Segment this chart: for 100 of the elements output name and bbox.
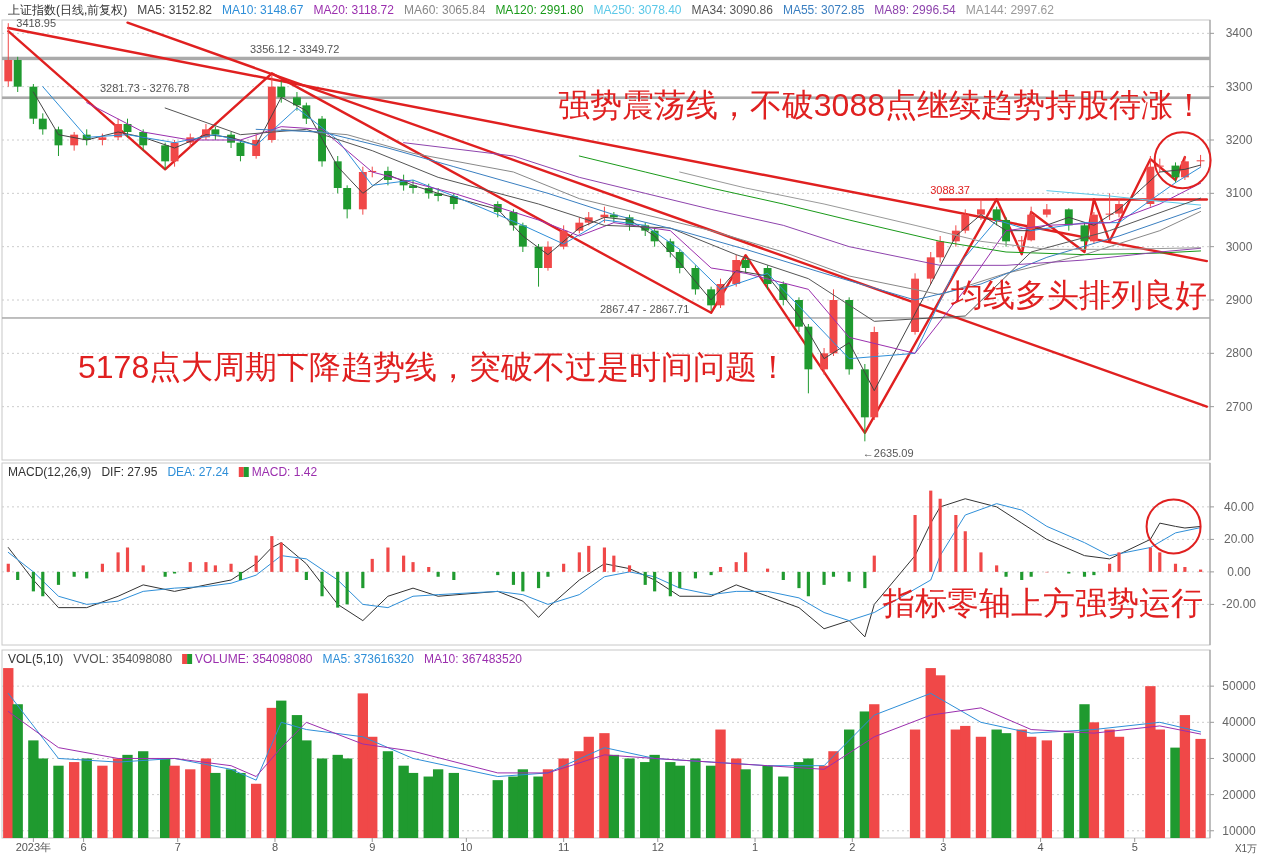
bar	[6, 563, 10, 572]
chart-title: VOL(5,10)	[8, 652, 64, 666]
y-tick-label: 30000	[1222, 751, 1257, 766]
text: MA144: 2997.62	[965, 3, 1055, 17]
text: DIF: 27.95	[101, 465, 158, 479]
line-series	[403, 142, 1202, 266]
band-label: 2867.47 - 2867.71	[600, 303, 690, 316]
bar	[1183, 567, 1187, 572]
bar	[1117, 552, 1121, 572]
bar	[847, 571, 851, 582]
y-tick-label: 40.00	[1223, 499, 1255, 514]
chart-title: MACD(12,26,9)	[8, 465, 92, 479]
bar	[496, 571, 500, 576]
y-tick-label: 2700	[1225, 399, 1253, 414]
bar	[436, 571, 440, 577]
y-tick-label: 3300	[1225, 79, 1253, 94]
bar	[411, 562, 415, 572]
x-tick-label: 2	[849, 841, 856, 853]
candlestick	[992, 206, 1001, 226]
bar	[116, 552, 120, 572]
bar	[963, 531, 967, 572]
y-tick-label: 3100	[1225, 186, 1253, 201]
candlestick	[926, 251, 935, 285]
bar	[1082, 571, 1087, 577]
bar	[72, 571, 76, 577]
bar	[678, 571, 682, 589]
y-tick-label: 3400	[1225, 26, 1253, 41]
line-series	[7, 707, 1202, 778]
x-tick-label: 11	[557, 841, 570, 853]
bar	[31, 571, 35, 592]
bar	[1173, 563, 1178, 572]
bar	[954, 515, 958, 572]
bar	[16, 571, 20, 580]
bar	[602, 547, 607, 572]
bar	[345, 571, 349, 605]
bar	[653, 571, 657, 592]
candlestick	[820, 347, 829, 376]
y-tick-label: 2800	[1225, 346, 1253, 361]
text: MA60: 3065.84	[403, 3, 486, 17]
bar	[562, 563, 566, 572]
bar	[336, 571, 340, 608]
bar	[229, 563, 233, 572]
candlestick	[277, 80, 286, 104]
bar	[511, 571, 516, 585]
bar	[744, 552, 748, 572]
bar	[163, 571, 167, 577]
line-series	[578, 155, 1202, 256]
bar	[709, 571, 713, 576]
bar	[304, 571, 308, 580]
bar	[627, 565, 632, 572]
bar	[577, 552, 581, 572]
legend-label: MACD: 1.42	[251, 465, 318, 479]
bar	[1158, 552, 1162, 572]
x-tick-label: 6	[80, 841, 87, 853]
bar	[370, 558, 374, 572]
bar	[452, 571, 456, 580]
candlestick	[292, 91, 301, 112]
bar	[41, 571, 45, 597]
y-tick-label: 20000	[1222, 787, 1257, 802]
y-tick-label: 3000	[1225, 239, 1253, 254]
x-tick-label: 7	[174, 841, 181, 853]
bar	[1108, 563, 1112, 572]
bar	[238, 571, 243, 580]
bar	[56, 571, 61, 585]
bar	[386, 547, 390, 572]
annotation: 3418.95	[16, 17, 57, 30]
bar	[781, 571, 785, 580]
bar	[279, 542, 283, 572]
annotation: 5178点大周期下降趋势线，突破不过是时间问题！	[78, 349, 790, 385]
annotation: ←2635.09	[862, 447, 914, 460]
bar	[1092, 571, 1096, 576]
bar	[1148, 547, 1152, 572]
bar	[643, 571, 647, 585]
annotation: VVOL: 354098080	[73, 652, 173, 666]
annotation: 均线多头排列良好	[950, 277, 1207, 313]
x-tick-label: 3	[940, 841, 947, 853]
candlestick	[343, 184, 352, 219]
candlestick	[707, 286, 716, 312]
bar	[587, 545, 591, 572]
x-tick-label: 1	[751, 841, 759, 853]
candlestick	[544, 240, 552, 272]
bar	[402, 555, 406, 572]
bar	[125, 547, 130, 572]
bar	[536, 571, 541, 589]
bar	[913, 515, 917, 572]
text: MA55: 3072.85	[782, 3, 865, 17]
bar	[872, 555, 876, 572]
x-tick-label: 4	[1037, 841, 1044, 853]
bar	[295, 558, 299, 572]
annotation: 指标零轴上方强势运行	[882, 585, 1203, 621]
y-tick-label: 50000	[1222, 679, 1257, 694]
bar	[863, 571, 867, 589]
bar	[806, 571, 810, 597]
text: DEA: 27.24	[167, 465, 230, 479]
y-tick-label: -20.00	[1221, 597, 1257, 612]
bar	[718, 567, 723, 572]
bar	[831, 571, 836, 577]
bar	[766, 568, 770, 572]
bar	[188, 562, 192, 572]
text: MA34: 3090.86	[691, 3, 774, 17]
